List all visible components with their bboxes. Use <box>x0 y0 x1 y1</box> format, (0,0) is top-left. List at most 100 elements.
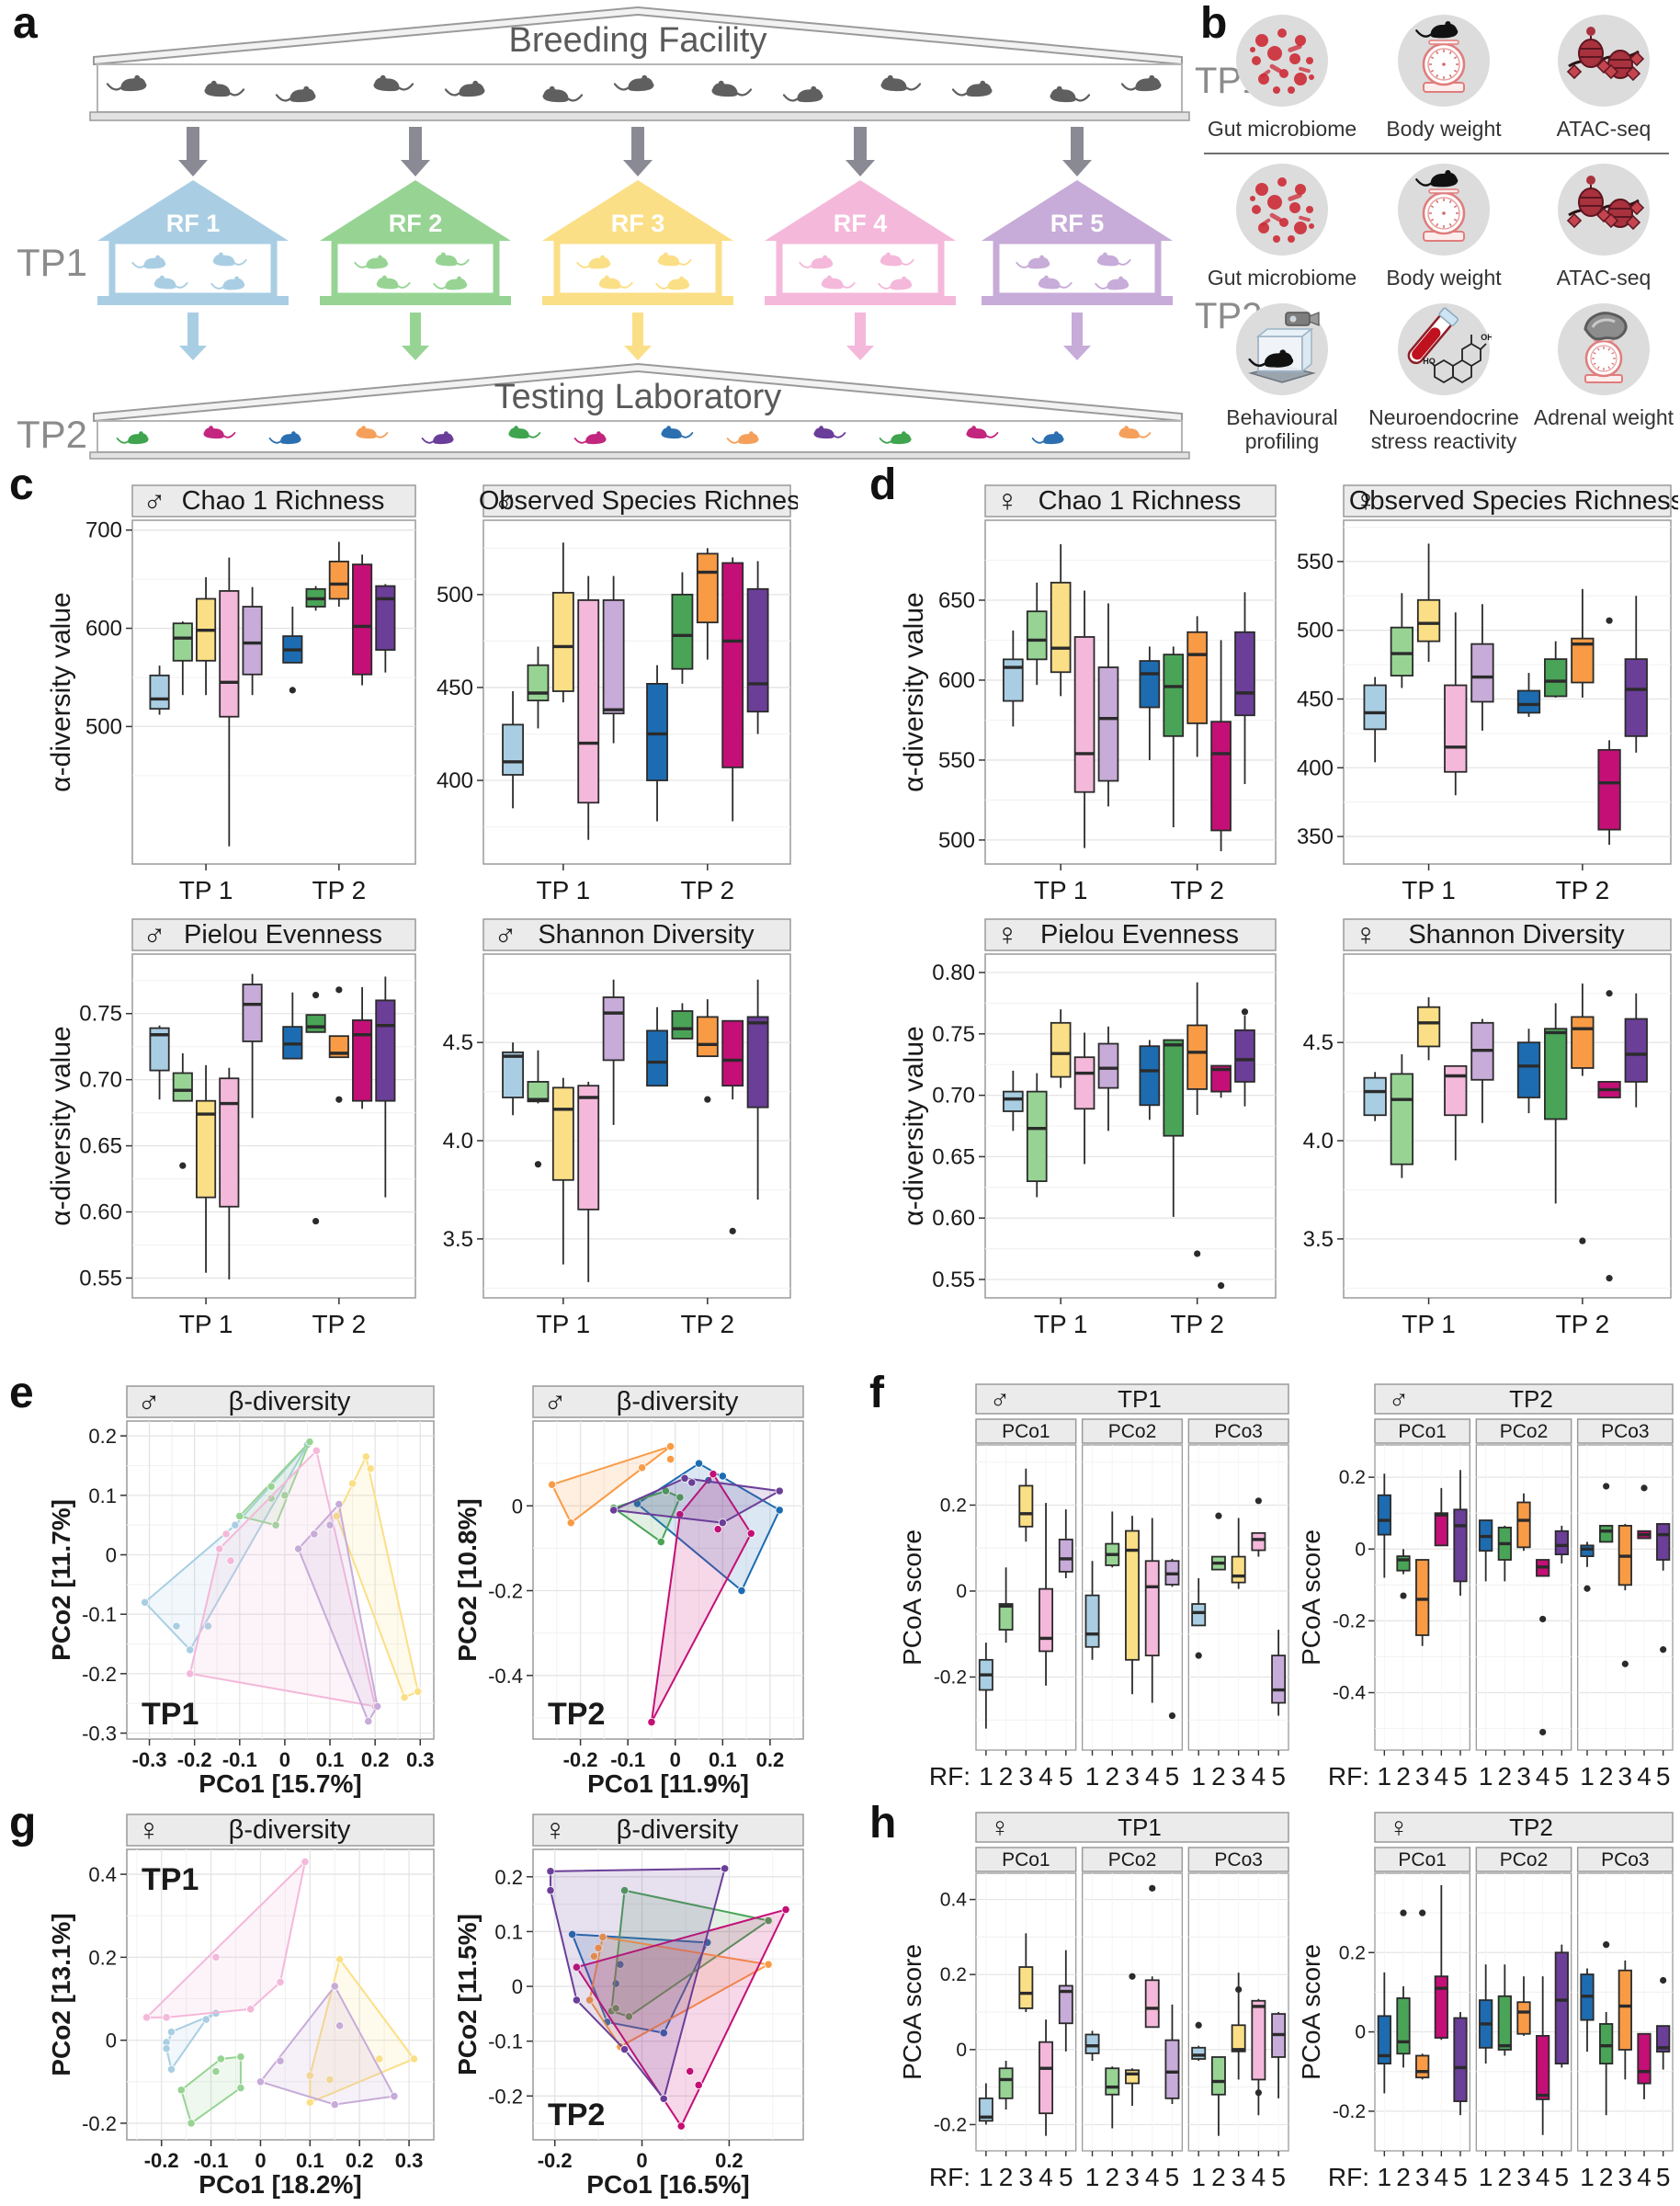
rf-number-label: 3 <box>1019 2163 1034 2191</box>
chart-title: Chao 1 Richness <box>1039 486 1242 516</box>
rf-number-label: 5 <box>1453 1762 1468 1791</box>
rf-house-label: RF 3 <box>611 210 665 237</box>
chart-e1: ♂ β-diversity -0.3 -0.2 -0.1 0 0.1 0.2 -0.3 -0.2-… <box>46 1379 443 1803</box>
panel-label-e: e <box>9 1369 34 1417</box>
rf-number-label: 3 <box>1618 1762 1633 1791</box>
y-tick-label: 0.75 <box>79 1002 122 1027</box>
mouse-icon <box>726 431 759 445</box>
panel-label-h: h <box>869 1799 897 1848</box>
y-tick-label: -0.2 <box>82 1663 117 1686</box>
flow-arrow-icon <box>179 313 207 360</box>
x-tick-label: 0.3 <box>395 2149 424 2172</box>
breeding-facility-building: Breeding Facility <box>89 6 1190 121</box>
panel-label-b: b <box>1200 0 1228 48</box>
rf-house-4: RF 4 <box>765 180 956 305</box>
y-axis-title: PCo2 [10.8%] <box>453 1498 482 1661</box>
mouse-icon <box>1096 252 1131 267</box>
chart-g2: ♀ β-diversity -0.2 -0.1 0 0.1 0.2 -0.2 0 0.2 PCo1 … <box>452 1807 812 2204</box>
group-label: TP 1 <box>537 876 591 904</box>
panel-label-a: a <box>13 0 38 48</box>
flow-arrow-icon <box>1063 313 1091 360</box>
sex-symbol-male: ♂ <box>1389 1384 1410 1415</box>
y-tick-label: 0 <box>1355 2022 1366 2043</box>
chart-d4: ♀ Shannon Diversity 3.5 4.0 4.5 TP 1 TP 2 <box>1290 912 1678 1346</box>
y-tick-label: 550 <box>938 748 975 773</box>
x-tick-label: 0.2 <box>346 2149 374 2172</box>
flow-arrow-icon <box>623 127 653 176</box>
gut-microbiome-icon <box>1236 164 1328 256</box>
mouse-icon <box>373 74 414 92</box>
mouse-icon <box>106 74 147 92</box>
rf-number-label: 5 <box>1555 1762 1570 1791</box>
y-tick-label: 0.4 <box>940 1890 968 1911</box>
x-tick-label: -0.1 <box>610 1748 645 1771</box>
mouse-icon <box>657 252 692 267</box>
rf-number-label: 5 <box>1656 2163 1671 2191</box>
y-tick-label: 0.1 <box>88 1484 117 1507</box>
mouse-icon <box>1415 21 1459 39</box>
mouse-icon <box>356 426 389 439</box>
y-tick-label: -0.2 <box>488 1580 523 1603</box>
chart-d1: ♀ Chao 1 Richness 500 550 600 650 α-diversity … <box>899 478 1283 912</box>
group-label: TP 2 <box>1170 1310 1224 1338</box>
rf-number-label: 5 <box>1271 1762 1286 1791</box>
y-tick-label: 400 <box>437 768 473 793</box>
mouse-icon <box>354 255 389 269</box>
rf-number-label: 2 <box>1599 1762 1614 1791</box>
facet-label: PCo2 <box>1500 1849 1549 1871</box>
rf-number-label: 5 <box>1059 2163 1073 2191</box>
x-tick-label: -0.1 <box>194 2149 229 2172</box>
mouse-icon <box>203 426 236 439</box>
y-tick-label: -0.1 <box>488 2030 523 2053</box>
gut-microbiome-icon <box>1236 15 1328 107</box>
x-tick-label: 0 <box>255 2149 266 2172</box>
rf-number-label: 4 <box>1145 2163 1160 2191</box>
mouse-icon <box>880 74 922 92</box>
y-tick-label: -0.2 <box>1333 2101 1366 2122</box>
x-axis-title: PCo1 [11.9%] <box>587 1769 749 1798</box>
mouse-icon <box>821 275 856 290</box>
y-tick-label: 0.60 <box>79 1200 122 1225</box>
x-tick-label: 0.1 <box>316 1748 345 1771</box>
mouse-icon <box>376 275 411 290</box>
chart-c1: ♂ Chao 1 Richness 500 600 700 α-diversity val… <box>46 478 423 912</box>
panel-label-c: c <box>9 461 34 509</box>
mouse-icon <box>661 426 694 439</box>
rf-number-label: 3 <box>1516 2163 1531 2191</box>
rf-number-label: 1 <box>1378 2163 1392 2191</box>
x-tick-label: -0.2 <box>563 1748 598 1771</box>
y-tick-label: 650 <box>938 588 975 613</box>
body-weight-icon <box>1398 164 1490 256</box>
sex-symbol-male: ♂ <box>142 483 166 518</box>
rf-number-label: 5 <box>1271 2163 1286 2191</box>
y-tick-label: 0.70 <box>79 1068 122 1093</box>
group-label: TP 2 <box>681 1310 735 1338</box>
mouse-icon <box>613 74 654 92</box>
rf5-cluster <box>294 1499 382 1726</box>
chart-c4: ♂ Shannon Diversity 3.5 4.0 4.5 TP 1 TP 2 <box>430 912 798 1346</box>
mouse-icon <box>212 252 247 267</box>
mouse-icon <box>508 426 541 439</box>
chart-d3: ♀ Pielou Evenness 0.55 0.60 0.65 0.70 0.75 0.80… <box>899 912 1283 1346</box>
measurement-label: Adrenal weight <box>1533 405 1674 429</box>
x-tick-label: -0.2 <box>538 2149 573 2172</box>
y-axis-title: PCoA score <box>1298 1944 1325 2080</box>
facet-label: PCo3 <box>1601 1421 1650 1442</box>
chart-title: β-diversity <box>229 1815 351 1845</box>
y-tick-label: 0.60 <box>932 1206 975 1231</box>
group-label: TP 2 <box>1556 1310 1610 1338</box>
y-tick-label: 700 <box>85 518 122 543</box>
mouse-icon <box>799 255 834 269</box>
mouse-icon <box>782 85 823 103</box>
group-label: TP 1 <box>179 1310 233 1338</box>
mouse-icon <box>116 431 149 445</box>
mouse-icon <box>576 255 611 269</box>
rf-number-label: 4 <box>1536 1762 1550 1791</box>
measurement-item-body-weight: Body weight <box>1362 162 1526 290</box>
mouse-icon <box>275 85 316 103</box>
measurement-item-body-weight: Body weight <box>1362 13 1526 141</box>
adrenal-weight-icon <box>1558 303 1650 395</box>
y-axis-title: α-diversity value <box>899 592 929 791</box>
mouse-icon <box>435 252 470 267</box>
